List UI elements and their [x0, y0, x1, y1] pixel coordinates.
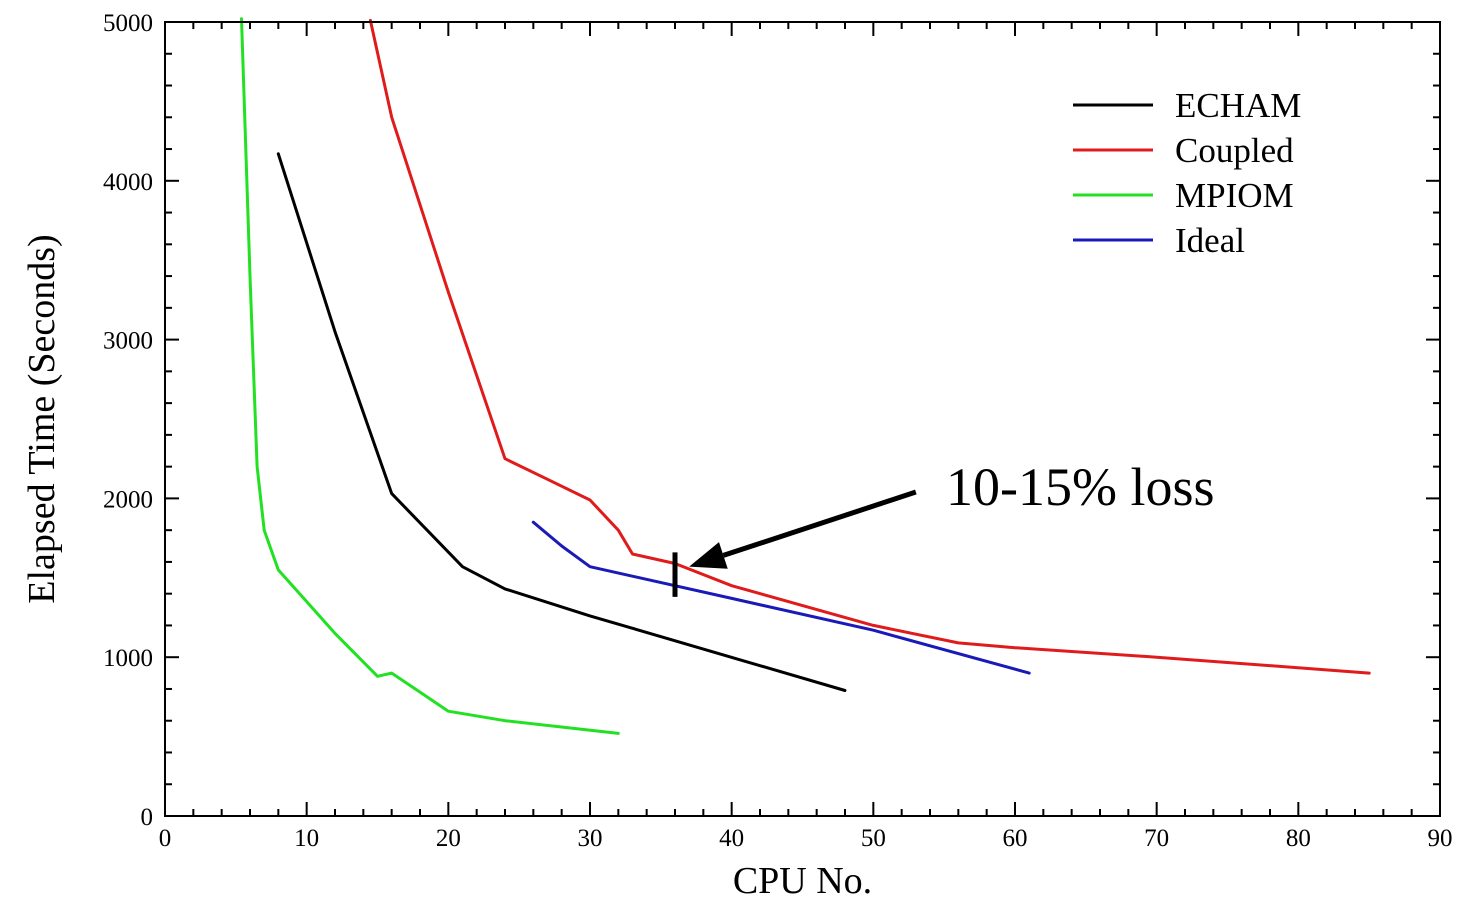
x-tick-label: 10: [294, 825, 319, 852]
series-line-mpiom: [240, 17, 620, 735]
x-tick-label: 70: [1144, 825, 1169, 852]
series-layer: [240, 17, 1371, 735]
x-tick-label: 30: [578, 825, 603, 852]
axis-tick-labels: 0 10 20 30 40 50 60 70 80 90 0 1000 2000 3000 4000 5000: [103, 10, 1453, 852]
plot-frame: [164, 21, 1441, 817]
legend-label-mpiom: MPIOM: [1175, 176, 1294, 215]
y-tick-label: 5000: [103, 10, 153, 37]
annotation: 10-15% loss: [672, 457, 1215, 597]
x-axis-title: CPU No.: [733, 860, 872, 901]
x-tick-label: 50: [861, 825, 886, 852]
y-tick-label: 1000: [103, 645, 153, 672]
series-line-coupled: [368, 18, 1371, 675]
loss-arrow-head: [689, 542, 728, 569]
legend-label-echam: ECHAM: [1175, 86, 1301, 125]
legend-label-coupled: Coupled: [1175, 131, 1294, 170]
series-line-echam: [276, 152, 847, 692]
x-tick-label: 60: [1003, 825, 1028, 852]
x-tick-label: 0: [159, 825, 172, 852]
x-tick-label: 90: [1428, 825, 1453, 852]
y-tick-label: 4000: [103, 169, 153, 196]
axis-ticks: [164, 21, 1441, 817]
legend: ECHAM Coupled MPIOM Ideal: [1073, 86, 1301, 260]
series-line-ideal: [531, 520, 1031, 675]
legend-label-ideal: Ideal: [1175, 221, 1245, 260]
loss-annotation-text: 10-15% loss: [946, 457, 1215, 517]
loss-arrow-line: [722, 489, 917, 558]
y-tick-label: 0: [141, 804, 154, 831]
y-tick-label: 3000: [103, 328, 153, 355]
x-tick-label: 20: [436, 825, 461, 852]
x-tick-label: 80: [1286, 825, 1311, 852]
y-tick-label: 2000: [103, 486, 153, 513]
y-axis-title: Elapsed Time (Seconds): [21, 234, 63, 603]
x-tick-label: 40: [719, 825, 744, 852]
